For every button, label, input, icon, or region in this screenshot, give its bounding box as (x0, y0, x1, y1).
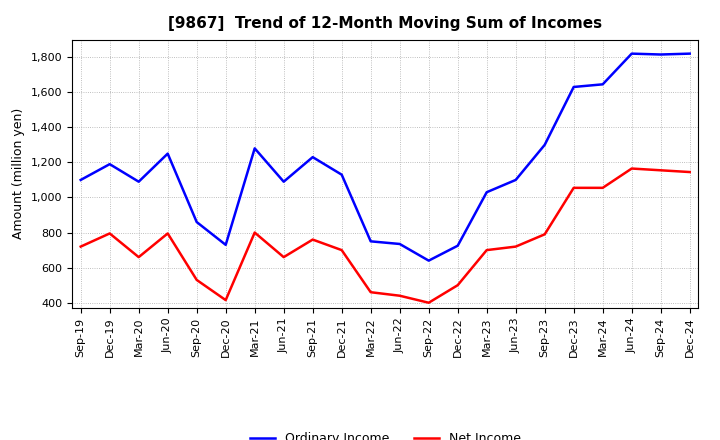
Line: Net Income: Net Income (81, 169, 690, 303)
Ordinary Income (163, 151, 172, 156)
Ordinary Income (657, 52, 665, 57)
Net Income (338, 247, 346, 253)
Legend: Ordinary Income, Net Income: Ordinary Income, Net Income (245, 427, 526, 440)
Net Income (279, 254, 288, 260)
Ordinary Income (627, 51, 636, 56)
Ordinary Income (251, 146, 259, 151)
Net Income (395, 293, 404, 298)
Net Income (627, 166, 636, 171)
Net Income (76, 244, 85, 249)
Ordinary Income (454, 243, 462, 248)
Ordinary Income (221, 242, 230, 247)
Ordinary Income (192, 220, 201, 225)
Net Income (570, 185, 578, 191)
Net Income (251, 230, 259, 235)
Net Income (221, 297, 230, 303)
Ordinary Income (308, 154, 317, 160)
Net Income (541, 232, 549, 237)
Ordinary Income (541, 142, 549, 147)
Net Income (657, 168, 665, 173)
Ordinary Income (395, 241, 404, 246)
Net Income (135, 254, 143, 260)
Net Income (511, 244, 520, 249)
Net Income (598, 185, 607, 191)
Net Income (685, 169, 694, 175)
Ordinary Income (685, 51, 694, 56)
Ordinary Income (105, 161, 114, 167)
Net Income (482, 247, 491, 253)
Ordinary Income (482, 190, 491, 195)
Net Income (424, 300, 433, 305)
Ordinary Income (279, 179, 288, 184)
Ordinary Income (366, 238, 375, 244)
Ordinary Income (76, 177, 85, 183)
Ordinary Income (570, 84, 578, 90)
Ordinary Income (338, 172, 346, 177)
Line: Ordinary Income: Ordinary Income (81, 54, 690, 260)
Net Income (163, 231, 172, 236)
Net Income (366, 290, 375, 295)
Net Income (308, 237, 317, 242)
Net Income (192, 277, 201, 282)
Title: [9867]  Trend of 12-Month Moving Sum of Incomes: [9867] Trend of 12-Month Moving Sum of I… (168, 16, 602, 32)
Ordinary Income (424, 258, 433, 263)
Ordinary Income (598, 82, 607, 87)
Ordinary Income (511, 177, 520, 183)
Net Income (454, 282, 462, 288)
Ordinary Income (135, 179, 143, 184)
Net Income (105, 231, 114, 236)
Y-axis label: Amount (million yen): Amount (million yen) (12, 108, 25, 239)
